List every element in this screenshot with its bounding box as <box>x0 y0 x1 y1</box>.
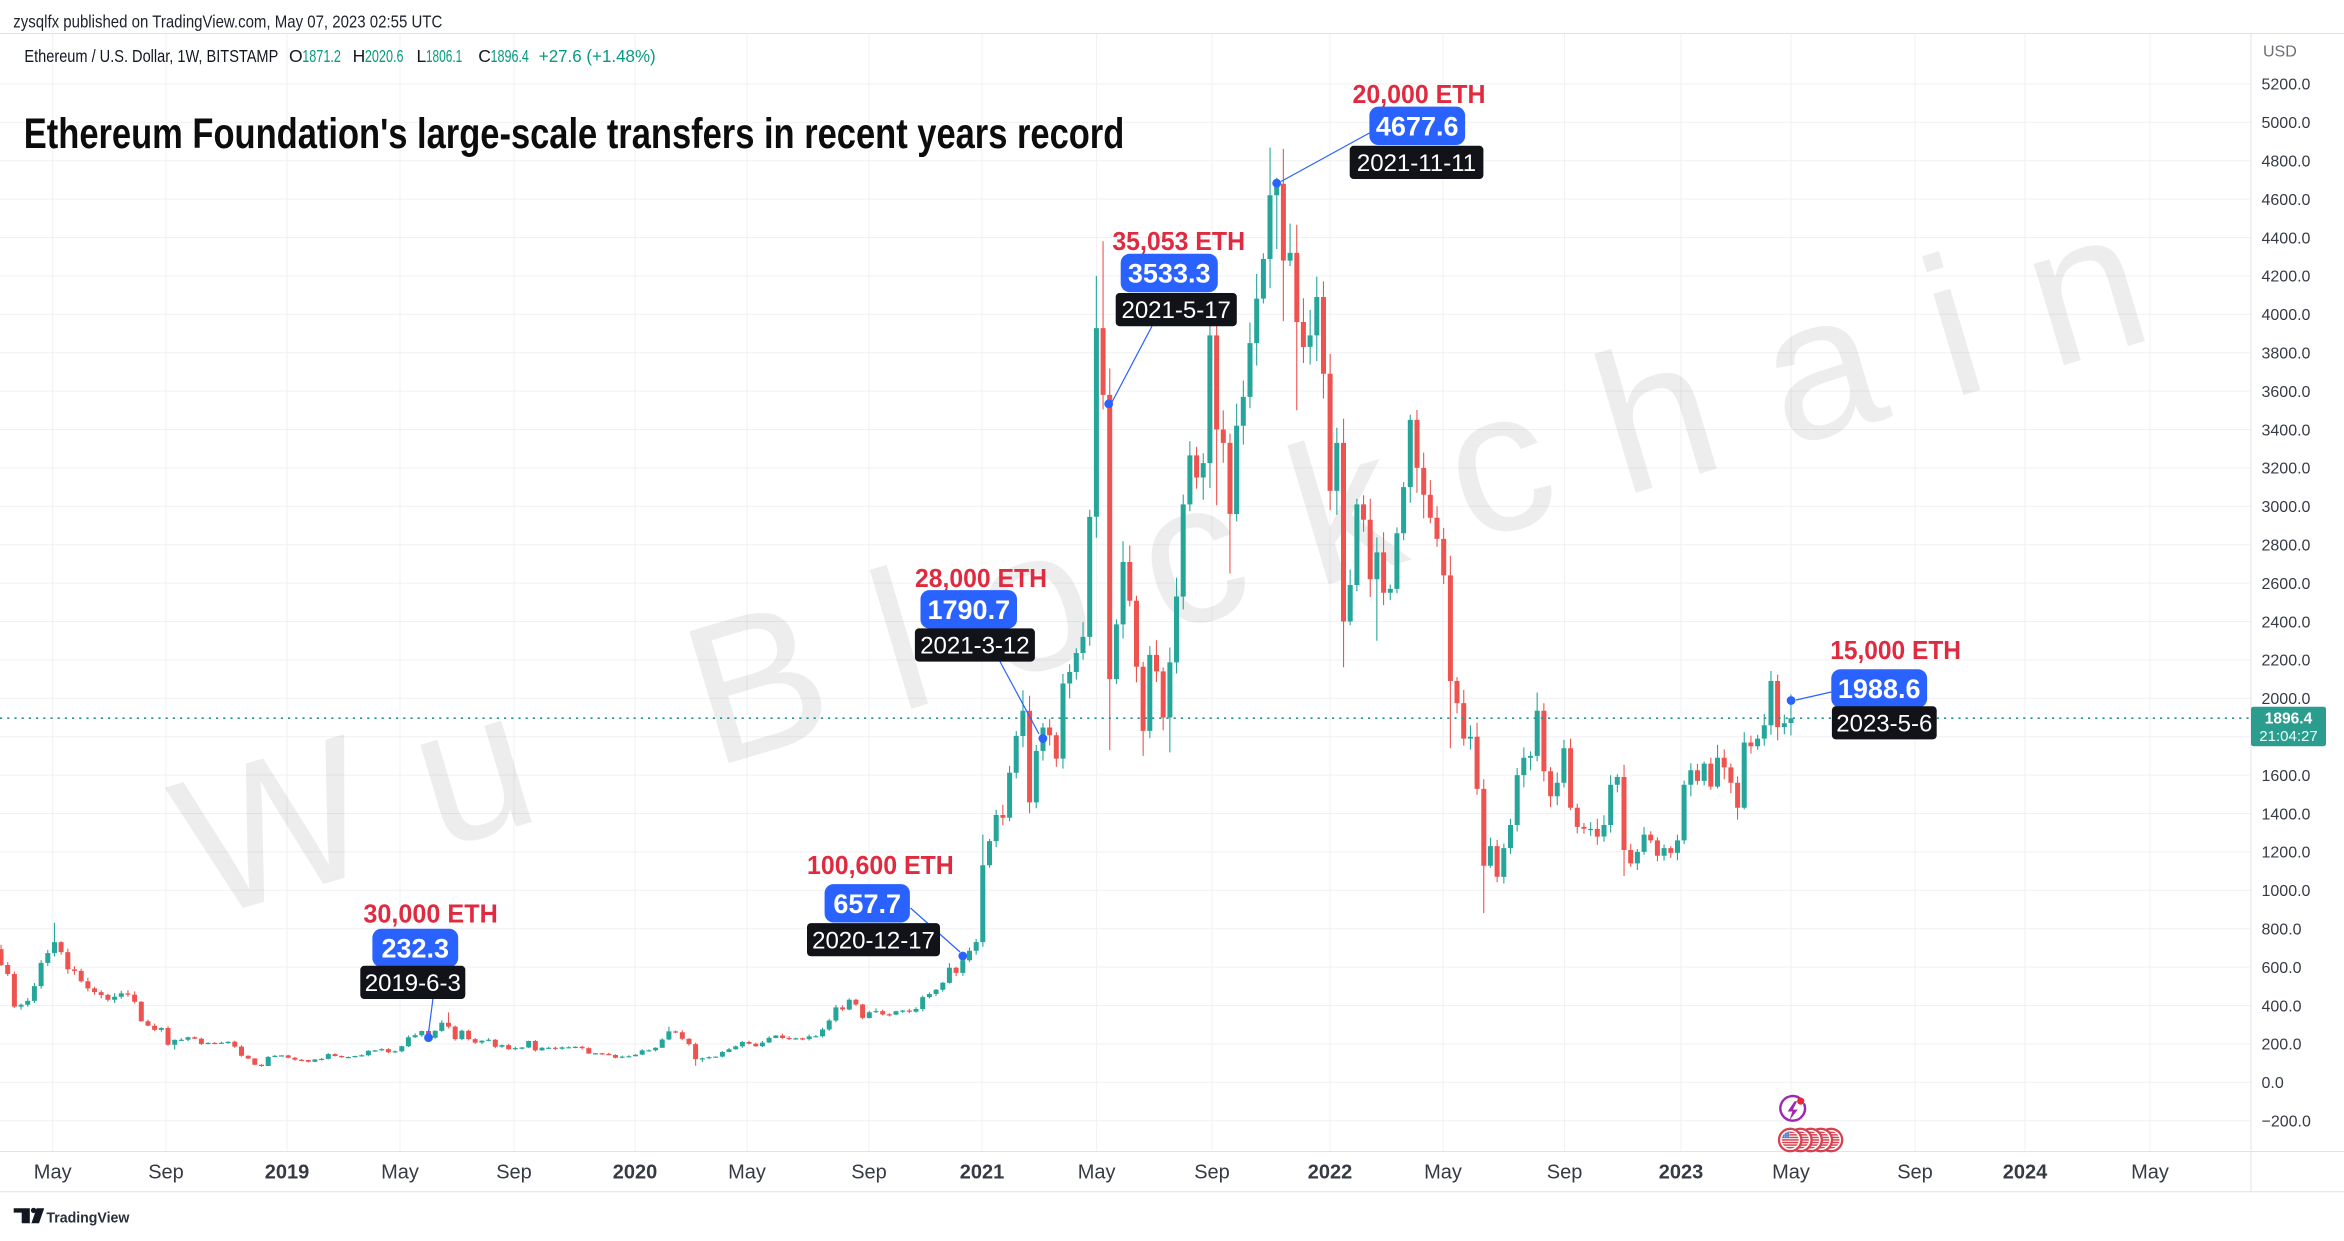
svg-text:2021-3-12: 2021-3-12 <box>920 633 1029 660</box>
svg-text:20,000 ETH: 20,000 ETH <box>1353 79 1486 109</box>
svg-text:USD: USD <box>2263 44 2297 61</box>
svg-text:4677.6: 4677.6 <box>1376 111 1459 141</box>
svg-text:4600.0: 4600.0 <box>2262 192 2311 209</box>
svg-text:5000.0: 5000.0 <box>2262 115 2311 132</box>
svg-text:15,000 ETH: 15,000 ETH <box>1830 635 1961 665</box>
svg-text:May: May <box>2131 1162 2169 1184</box>
svg-text:400.0: 400.0 <box>2262 998 2302 1015</box>
svg-text:3600.0: 3600.0 <box>2262 384 2311 401</box>
svg-text:2022: 2022 <box>1308 1162 1353 1184</box>
svg-text:May: May <box>34 1162 72 1184</box>
svg-text:100,600 ETH: 100,600 ETH <box>807 850 954 880</box>
svg-text:2200.0: 2200.0 <box>2262 653 2311 670</box>
svg-text:Sep: Sep <box>851 1162 887 1184</box>
svg-text:30,000 ETH: 30,000 ETH <box>363 898 497 928</box>
svg-text:657.7: 657.7 <box>833 889 901 919</box>
svg-text:Sep: Sep <box>1194 1162 1230 1184</box>
svg-text:Ethereum / U.S. Dollar, 1W, BI: Ethereum / U.S. Dollar, 1W, BITSTAMP <box>24 46 278 66</box>
svg-text:1896.4: 1896.4 <box>2265 711 2313 728</box>
svg-text:4000.0: 4000.0 <box>2262 307 2311 324</box>
svg-text:800.0: 800.0 <box>2262 922 2302 939</box>
svg-text:200.0: 200.0 <box>2262 1037 2302 1054</box>
svg-text:28,000 ETH: 28,000 ETH <box>915 563 1047 593</box>
svg-text:1600.0: 1600.0 <box>2262 768 2311 785</box>
svg-text:2019-6-3: 2019-6-3 <box>365 970 461 997</box>
svg-text:1988.6: 1988.6 <box>1838 674 1921 704</box>
svg-text:O: O <box>289 46 303 66</box>
svg-text:Sep: Sep <box>1547 1162 1583 1184</box>
svg-text:Sep: Sep <box>148 1162 184 1184</box>
svg-text:232.3: 232.3 <box>382 934 450 964</box>
svg-text:2021-5-17: 2021-5-17 <box>1121 297 1230 324</box>
svg-text:C: C <box>478 46 491 66</box>
svg-text:2019: 2019 <box>265 1162 310 1184</box>
svg-text:+27.6 (+1.48%): +27.6 (+1.48%) <box>539 46 656 66</box>
svg-text:2800.0: 2800.0 <box>2262 538 2311 555</box>
svg-text:1000.0: 1000.0 <box>2262 883 2311 900</box>
svg-text:2400.0: 2400.0 <box>2262 614 2311 631</box>
svg-text:3800.0: 3800.0 <box>2262 346 2311 363</box>
svg-text:2020: 2020 <box>613 1162 658 1184</box>
svg-text:2024: 2024 <box>2003 1162 2048 1184</box>
svg-text:1790.7: 1790.7 <box>928 595 1011 625</box>
svg-text:21:04:27: 21:04:27 <box>2259 728 2317 745</box>
svg-text:600.0: 600.0 <box>2262 960 2302 977</box>
svg-text:2020.6: 2020.6 <box>365 46 404 66</box>
svg-text:May: May <box>1424 1162 1462 1184</box>
svg-text:4800.0: 4800.0 <box>2262 154 2311 171</box>
svg-text:1871.2: 1871.2 <box>302 46 341 66</box>
svg-text:TradingView: TradingView <box>46 1211 129 1227</box>
svg-text:4200.0: 4200.0 <box>2262 269 2311 286</box>
svg-text:May: May <box>1772 1162 1810 1184</box>
svg-text:2023: 2023 <box>1659 1162 1704 1184</box>
svg-text:2021-11-11: 2021-11-11 <box>1357 150 1476 177</box>
svg-text:2000.0: 2000.0 <box>2262 691 2311 708</box>
svg-text:1200.0: 1200.0 <box>2262 845 2311 862</box>
svg-text:3000.0: 3000.0 <box>2262 499 2311 516</box>
svg-text:3200.0: 3200.0 <box>2262 461 2311 478</box>
svg-text:2600.0: 2600.0 <box>2262 576 2311 593</box>
svg-text:3533.3: 3533.3 <box>1128 259 1211 289</box>
svg-text:1896.4: 1896.4 <box>491 46 530 66</box>
svg-text:May: May <box>728 1162 766 1184</box>
svg-text:L: L <box>417 46 427 66</box>
svg-text:0.0: 0.0 <box>2262 1075 2284 1092</box>
svg-text:Sep: Sep <box>1897 1162 1933 1184</box>
svg-text:−200.0: −200.0 <box>2262 1114 2311 1131</box>
svg-text:Sep: Sep <box>496 1162 532 1184</box>
svg-text:5200.0: 5200.0 <box>2262 77 2311 94</box>
svg-text:1806.1: 1806.1 <box>426 46 462 66</box>
svg-text:H: H <box>353 46 366 66</box>
svg-text:2020-12-17: 2020-12-17 <box>812 927 935 954</box>
svg-text:Ethereum Foundation's large-sc: Ethereum Foundation's large-scale transf… <box>24 111 1125 158</box>
svg-text:zysqlfx published on TradingVi: zysqlfx published on TradingView.com, Ma… <box>13 12 442 32</box>
svg-text:2023-5-6: 2023-5-6 <box>1836 710 1932 737</box>
svg-text:1400.0: 1400.0 <box>2262 806 2311 823</box>
svg-text:May: May <box>381 1162 419 1184</box>
svg-text:35,053 ETH: 35,053 ETH <box>1112 226 1245 256</box>
svg-text:2021: 2021 <box>960 1162 1005 1184</box>
svg-text:May: May <box>1078 1162 1116 1184</box>
svg-text:4400.0: 4400.0 <box>2262 230 2311 247</box>
svg-text:3400.0: 3400.0 <box>2262 422 2311 439</box>
